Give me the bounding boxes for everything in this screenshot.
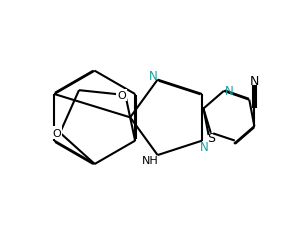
Text: N: N	[225, 85, 234, 98]
Text: N: N	[250, 75, 259, 88]
Text: N: N	[149, 70, 157, 83]
Text: O: O	[117, 91, 126, 100]
Text: O: O	[52, 128, 61, 138]
Text: NH: NH	[142, 155, 159, 165]
Text: N: N	[200, 140, 209, 153]
Text: S: S	[207, 131, 215, 144]
